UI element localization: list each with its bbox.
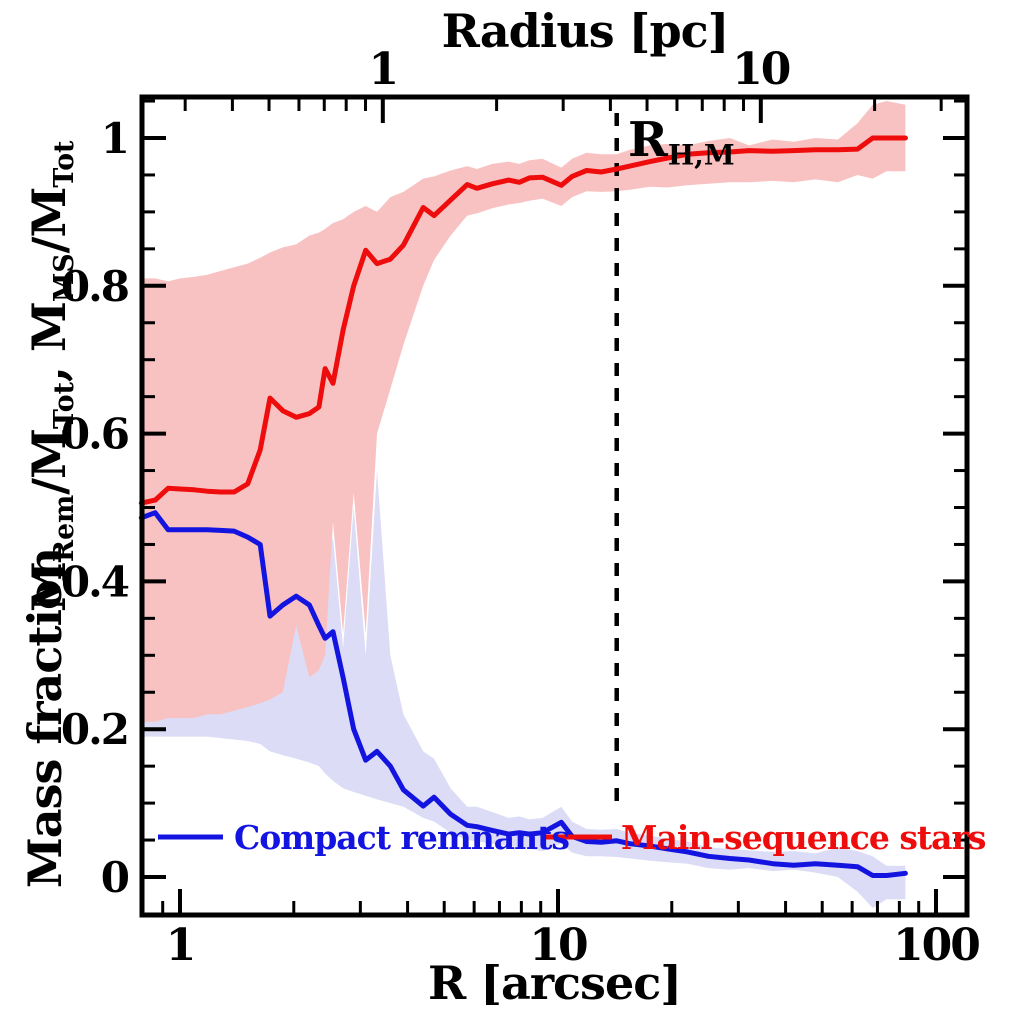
legend-label-main-sequence: Main-sequence stars [621, 818, 987, 857]
svg-text:1: 1 [166, 920, 195, 971]
math-text: /M [22, 428, 76, 495]
math-text: , M [22, 302, 76, 383]
svg-text:0: 0 [101, 853, 129, 902]
svg-text:1: 1 [369, 44, 398, 95]
top-axis-title: Radius [pc] [441, 4, 730, 58]
math-subscript: Rem [49, 494, 80, 563]
y-axis-math-title: MRem/MTot, MMS/MTot [22, 141, 82, 612]
half-mass-radius-annotation: RH,M [628, 112, 735, 171]
svg-text:10: 10 [732, 44, 790, 95]
math-text: M [22, 562, 76, 612]
svg-text:10: 10 [529, 920, 587, 971]
svg-text:0.2: 0.2 [61, 705, 128, 754]
legend-label-compact-remnants: Compact remnants [234, 818, 570, 857]
svg-text:0.4: 0.4 [61, 557, 129, 606]
x-axis-title: R [arcsec] [428, 956, 682, 1010]
svg-text:1: 1 [101, 114, 128, 163]
svg-text:0.6: 0.6 [61, 410, 128, 459]
math-text: /M [22, 187, 76, 254]
svg-text:0.8: 0.8 [61, 262, 128, 311]
svg-text:100: 100 [893, 920, 979, 971]
math-subscript: Tot [49, 140, 80, 188]
annotation-subscript: H,M [667, 138, 735, 172]
math-subscript: Tot [49, 382, 80, 429]
annotation-base: R [628, 112, 668, 168]
math-subscript: MS [49, 253, 80, 303]
